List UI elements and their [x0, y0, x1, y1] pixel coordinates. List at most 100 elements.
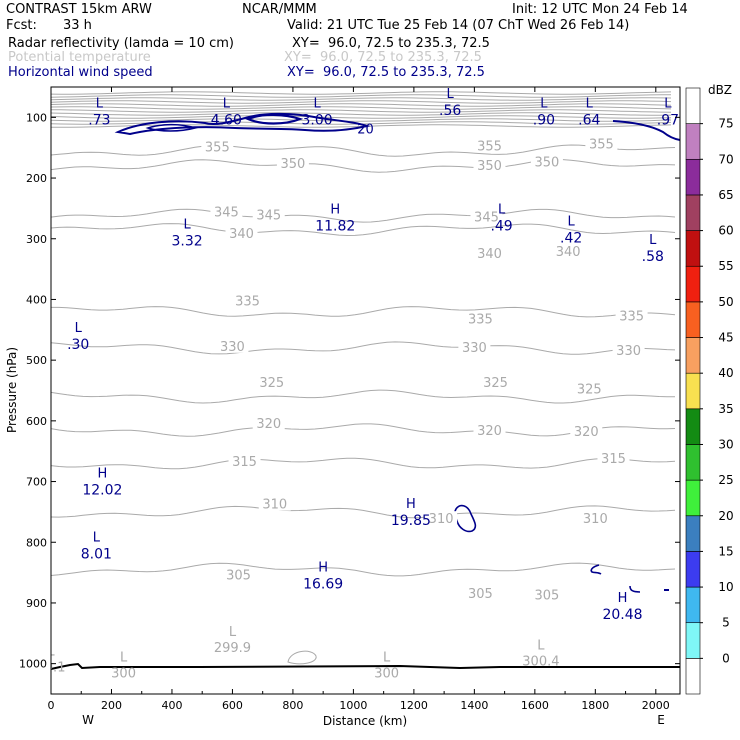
- wind-extremum-letter: L: [540, 96, 548, 111]
- wind-extremum-value: .90: [533, 112, 555, 128]
- forecast-hour: 33 h: [63, 18, 92, 33]
- theta-label-bg: [201, 139, 234, 154]
- theta-contour-350: [51, 158, 676, 173]
- colorbar-swatch: [685, 194, 701, 231]
- wind-extremum-value: .97: [657, 112, 679, 128]
- theta-low-value: 299.9: [214, 641, 251, 656]
- theta-label-345: 345: [214, 206, 239, 221]
- theta-contour-upper: [51, 97, 672, 101]
- theta-contours: [51, 91, 676, 665]
- theta-low-letter: L: [537, 639, 545, 654]
- theta-label-325: 325: [577, 382, 602, 397]
- theta-contour-upper: [51, 118, 672, 122]
- theta-label-bg: [530, 587, 563, 602]
- theta-label-335: 335: [235, 294, 260, 309]
- theta-label-bg: [579, 511, 612, 526]
- colorbar-label: 60: [718, 224, 733, 238]
- x-tick-label: 200: [101, 699, 122, 712]
- theta-label-325: 325: [483, 376, 508, 391]
- colorbar-swatch: [685, 230, 701, 267]
- terrain-line: [50, 662, 680, 670]
- theta-closed-contour: [287, 650, 317, 665]
- theta-label-bg: [252, 415, 285, 430]
- colorbar-swatch: [685, 586, 701, 624]
- theta-label-340: 340: [229, 227, 254, 242]
- theta-label-bg: [255, 375, 288, 390]
- y-tick-label: 500: [26, 354, 47, 367]
- theta-contour-upper: [51, 94, 671, 98]
- wind-speed-contours: [114, 112, 680, 593]
- colorbar-swatch: [685, 444, 701, 481]
- theta-label-320: 320: [477, 424, 502, 439]
- theta-low-letter: L: [47, 645, 55, 660]
- axes: 0 200 400 600 800 1000 1200 1400 1600 1800 2000 100…: [19, 87, 680, 712]
- wind-extremum-value: .64: [578, 112, 600, 128]
- field2-xy: XY= 96.0, 72.5 to 235.3, 72.5: [284, 50, 482, 65]
- wind-extremum-letter: H: [330, 203, 340, 218]
- colorbar-swatch: [685, 87, 701, 124]
- theta-label-325: 325: [259, 376, 284, 391]
- colorbar-swatch: [685, 515, 701, 552]
- wind-jet-east-contour: [612, 120, 680, 141]
- colorbar-label: 65: [718, 188, 733, 202]
- x-tick-label: 600: [222, 699, 243, 712]
- wind-extremum-value: 16.69: [303, 577, 343, 593]
- theta-label-340: 340: [556, 245, 581, 260]
- wind-extremum-letter: L: [75, 321, 83, 336]
- colorbar-label: 30: [718, 437, 733, 451]
- theta-label-bg: [222, 567, 255, 582]
- theta-contour-upper: [51, 109, 672, 113]
- wind-cell-contour-2: [590, 564, 602, 575]
- wind-extremum-value: 20.48: [602, 607, 642, 623]
- x-tick-label: 1800: [581, 699, 609, 712]
- colorbar-unit: dBZ: [708, 83, 732, 97]
- theta-label-335: 335: [468, 312, 493, 327]
- init-time: Init: 12 UTC Mon 24 Feb 14: [512, 2, 688, 17]
- y-axis-label: Pressure (hPa): [5, 347, 19, 433]
- wind-extremum-letter: L: [586, 96, 594, 111]
- theta-label-bg: [570, 423, 603, 438]
- theta-contour-345: [51, 208, 676, 223]
- theta-label-320: 320: [256, 417, 281, 432]
- colorbar-swatch: [685, 372, 701, 410]
- plot-frame: [50, 86, 681, 695]
- theta-low-letter: L: [383, 651, 391, 666]
- x-tick-label: 1000: [339, 699, 367, 712]
- theta-contour-355: [51, 144, 676, 157]
- theta-label-bg: [552, 244, 585, 259]
- y-tick-label: 100: [26, 111, 47, 124]
- theta-label-bg: [464, 311, 497, 326]
- theta-label-bg: [585, 136, 618, 151]
- wind-extremum-value: 19.85: [391, 513, 431, 529]
- theta-label-310: 310: [262, 498, 287, 513]
- wind-extremum-letter: L: [447, 87, 455, 102]
- theta-label-330: 330: [220, 340, 245, 355]
- theta-contour-335: [51, 306, 676, 318]
- theta-label-350: 350: [535, 155, 560, 170]
- colorbar-swatch: [685, 551, 701, 588]
- wind-extremum-letter: L: [664, 96, 672, 111]
- x-tick-label: 2000: [642, 699, 670, 712]
- forecast-label: Fcst:: [6, 18, 37, 33]
- wind-jet-core-contour-2: [245, 113, 304, 125]
- theta-label-bg: [473, 423, 506, 438]
- y-tick-label: 300: [26, 233, 47, 246]
- theta-label-bg: [228, 454, 261, 469]
- theta-label-bg: [530, 154, 563, 169]
- x-axis-label: Distance (km): [323, 714, 407, 728]
- theta-low-value: 300: [111, 667, 136, 682]
- theta-contour-upper: [51, 115, 672, 119]
- y-tick-label: 600: [26, 415, 47, 428]
- y-tick-label: 400: [26, 293, 47, 306]
- reflectivity-colorbar: 0 5 10 15 20 25 30 35 40 45 50 55 60 65 70 75 dBZ: [685, 83, 734, 695]
- theta-label-310: 310: [429, 512, 454, 527]
- colorbar-swatch: [685, 123, 701, 160]
- theta-label-340: 340: [477, 247, 502, 262]
- field3-xy: XY= 96.0, 72.5 to 235.3, 72.5: [287, 65, 485, 80]
- colorbar-swatch: [685, 301, 701, 338]
- wind-extremum-letter: L: [498, 203, 506, 218]
- theta-label-bg: [573, 381, 606, 396]
- wind-cell-contour-3: [629, 585, 641, 593]
- wind-extremum-value: .73: [88, 112, 110, 128]
- theta-label-315: 315: [601, 452, 626, 467]
